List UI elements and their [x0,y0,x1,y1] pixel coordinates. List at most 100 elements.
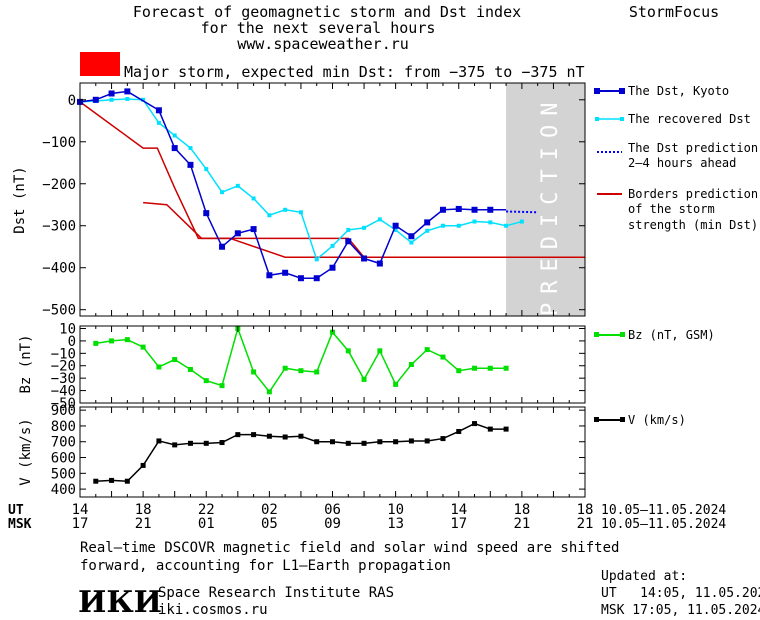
dst-kyoto-line [79,90,507,279]
msk-tick-label: 21 [577,516,594,532]
updated-label: Updated at: [601,569,687,584]
v-point [440,436,446,442]
v-y-tick-label: 900 [51,403,76,419]
bz-y-axis-label: Bz (nT) [18,334,34,393]
legend-item-dst-kyoto: The Dst, Kyoto [594,84,729,98]
dst-kyoto-point [329,264,336,271]
bz-chart-panel: 100−10−20−30−40−50 Bz (nT) [18,321,586,412]
bz-y-tick-label: 10 [59,321,76,337]
chart-title-url[interactable]: www.spaceweather.ru [237,35,409,53]
dst-recovered-point [330,243,335,248]
bz-point [93,340,99,346]
institute-site-link[interactable]: iki.cosmos.ru [158,602,268,618]
ut-tick-label: 10 [387,502,404,518]
dst-kyoto-point [124,88,131,95]
bz-y-tick-label: −50 [51,396,76,412]
chart-title-line-2: for the next several hours [201,19,436,37]
bz-point [424,347,430,353]
v-series-group [93,421,509,484]
msk-tick-label: 21 [135,516,152,532]
dst-kyoto-point [361,255,368,262]
legend-marker-dst-recovered [620,117,624,121]
bz-y-tick-label: −20 [51,359,76,375]
bz-y-ticks: 100−10−20−30−40−50 [51,321,585,412]
dst-kyoto-point [376,260,383,267]
ut-tick-label: 14 [72,502,89,518]
bz-point [140,344,146,350]
ut-tick-label: 18 [135,502,152,518]
dst-kyoto-point [187,161,194,168]
bz-plot-frame [79,325,586,404]
v-point [314,439,320,445]
dst-recovered-point [456,223,461,228]
msk-tick-label: 05 [261,516,278,532]
legend-label-dst-prediction-2: 2–4 hours ahead [628,156,736,170]
dst-chart-panel: PREDICTION 0 −100 −200 −300 −400 −500 Dst (nT… [12,82,586,319]
legend-label-dst-recovered: The recovered Dst [628,112,751,126]
ut-tick-label: 02 [261,502,278,518]
dst-kyoto-point [108,90,115,97]
dst-recovered-point [488,220,493,225]
legend-marker-dst-kyoto [619,88,625,94]
bz-point [456,368,462,374]
storm-level-swatch [80,52,120,76]
bz-point [124,337,130,343]
dst-recovered-point [440,223,445,228]
prediction-label: PREDICTION [538,94,563,316]
dst-y-ticks: 0 −100 −200 −300 −400 −500 [42,93,585,319]
bz-point [187,366,193,372]
v-y-tick-label: 500 [51,466,76,482]
time-axis: UT MSK 141718212201020506091013141718211… [8,83,726,532]
v-point [424,438,430,444]
msk-tick-label: 13 [387,516,404,532]
v-y-tick-label: 800 [51,419,76,435]
msk-tick-label: 01 [198,516,215,532]
dst-recovered-point [235,183,240,188]
legend-label-dst-kyoto: The Dst, Kyoto [628,84,729,98]
bz-point [314,369,320,375]
prediction-band [506,83,585,316]
bz-series-group [93,325,509,395]
bz-point [408,362,414,367]
brand-name: StormFocus [629,3,719,21]
legend-item-borders: Borders prediction of the storm strength… [597,187,758,232]
v-point [266,433,272,439]
ut-tick-label: 14 [450,502,467,518]
borders-line-upper [79,101,585,258]
legend-label-v: V (km/s) [628,413,686,427]
legend-label-dst-prediction-1: The Dst prediction [628,141,758,155]
bz-point [377,348,383,354]
dst-recovered-point [346,227,351,232]
v-point [330,439,335,445]
ut-tick-label: 06 [324,502,341,518]
footer: Real–time DSCOVR magnetic field and sola… [78,540,760,620]
ut-date-range: 10.05–11.05.2024 [601,503,726,518]
footer-note-line-1: Real–time DSCOVR magnetic field and sola… [80,540,619,556]
dst-kyoto-point [92,96,99,103]
dst-kyoto-point [282,269,289,276]
dst-recovered-point [251,196,256,201]
ut-tick-label: 22 [198,502,215,518]
v-point [393,439,399,445]
dst-recovered-point [377,217,382,222]
v-point [140,462,146,468]
legend-marker-v [620,417,625,422]
ut-tick-label: 18 [513,502,530,518]
bz-point [282,365,288,371]
v-point [251,432,257,438]
v-point [235,432,241,438]
chart-title-line-1: Forecast of geomagnetic storm and Dst in… [133,3,521,21]
dst-recovered-point [409,240,414,245]
bz-y-tick-label: −10 [51,346,76,362]
dst-recovered-point [204,167,209,172]
v-point [156,438,162,444]
v-point [93,478,99,484]
dst-recovered-point [156,120,161,125]
bz-point [361,376,367,382]
updated-msk: MSK 17:05, 11.05.2024 [601,603,760,618]
bz-point [330,329,335,335]
